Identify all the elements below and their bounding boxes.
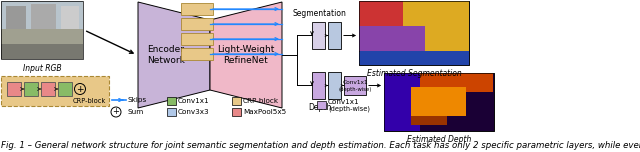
Text: Light-Weight
RefineNet: Light-Weight RefineNet (218, 45, 275, 65)
Bar (167, 97, 176, 105)
Bar (7, 82, 21, 96)
Bar (359, 1, 469, 65)
Text: Estimated Depth: Estimated Depth (407, 135, 471, 144)
Text: Segmentation: Segmentation (292, 9, 346, 18)
Bar (384, 73, 494, 131)
Bar (1, 30, 83, 59)
Bar (181, 18, 213, 30)
Text: +: + (113, 107, 120, 116)
Polygon shape (138, 2, 210, 108)
Bar (232, 97, 241, 105)
Text: Conv1x1: Conv1x1 (178, 98, 210, 104)
Bar (181, 48, 213, 60)
Bar (411, 116, 447, 125)
Bar (181, 33, 213, 45)
Bar (359, 1, 469, 26)
Text: MaxPool5x5: MaxPool5x5 (243, 109, 286, 115)
Bar (411, 87, 466, 116)
Text: Conv1x1: Conv1x1 (328, 99, 360, 105)
Bar (58, 82, 72, 96)
Bar (344, 76, 366, 95)
Text: CRP-block: CRP-block (243, 98, 279, 104)
Bar (232, 108, 241, 116)
Bar (425, 26, 469, 51)
Bar (1, 1, 83, 59)
Bar (181, 3, 213, 15)
Text: Conv1x1: Conv1x1 (342, 79, 368, 85)
Text: (depth-wise): (depth-wise) (339, 86, 372, 92)
Bar (312, 22, 325, 49)
Text: Sum: Sum (128, 109, 144, 115)
Bar (61, 6, 79, 41)
Bar (384, 73, 420, 131)
Bar (420, 73, 493, 92)
Bar (1, 1, 83, 30)
Bar (1, 29, 83, 44)
Bar (41, 82, 55, 96)
Bar (328, 22, 341, 49)
Text: Depth: Depth (308, 103, 331, 112)
Bar (317, 101, 326, 109)
Bar (359, 52, 469, 64)
Bar (312, 72, 325, 99)
Bar (167, 108, 176, 116)
Bar (359, 1, 469, 65)
Text: CRP-block: CRP-block (73, 98, 106, 104)
Bar (403, 1, 469, 26)
Bar (328, 72, 341, 99)
Text: Encoder
Network: Encoder Network (147, 45, 185, 65)
Text: Input RGB: Input RGB (22, 64, 61, 73)
Bar (6, 6, 26, 31)
Text: +: + (76, 85, 84, 93)
Bar (1, 44, 83, 59)
Text: Skips: Skips (128, 97, 147, 103)
Bar (24, 82, 38, 96)
Bar (31, 4, 56, 34)
Bar (359, 26, 425, 51)
Bar (1, 76, 109, 106)
Text: Conv3x3: Conv3x3 (178, 109, 210, 115)
Text: Fig. 1 – General network structure for joint semantic segmentation and depth est: Fig. 1 – General network structure for j… (1, 141, 640, 150)
Text: (depth-wise): (depth-wise) (328, 106, 370, 112)
Polygon shape (210, 2, 282, 108)
Text: Estimated Segmentation: Estimated Segmentation (367, 69, 461, 78)
Bar (384, 73, 494, 131)
